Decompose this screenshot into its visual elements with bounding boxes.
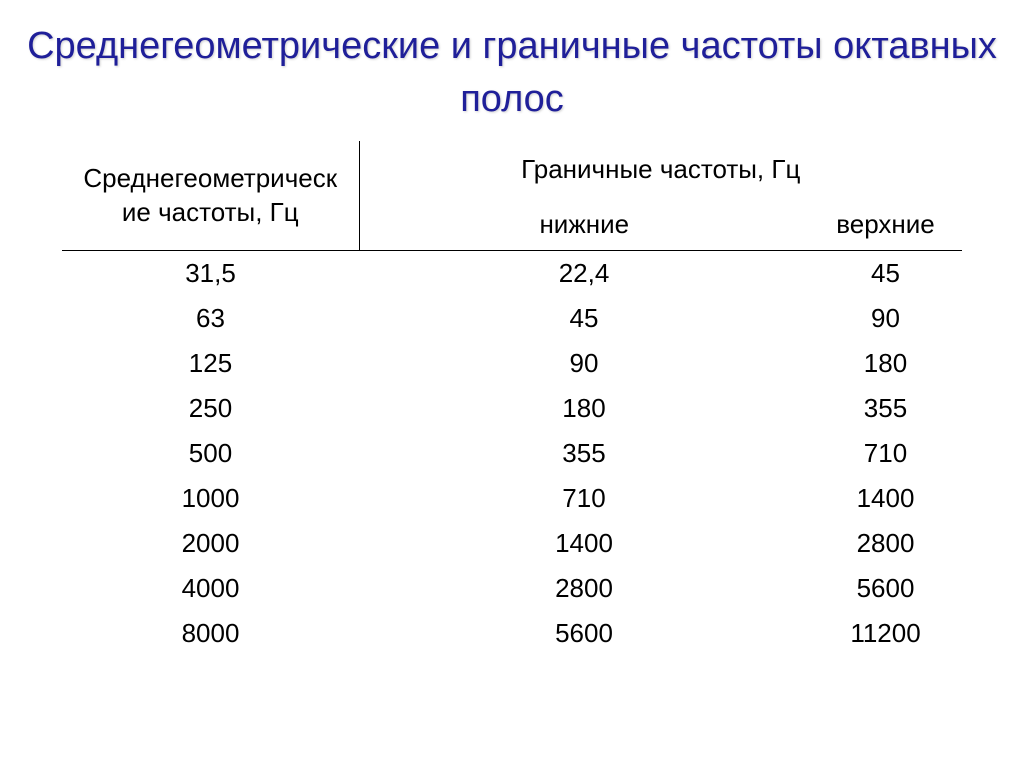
table-row: 125 90 180 <box>62 341 962 386</box>
table-row: 500 355 710 <box>62 431 962 476</box>
header-lower: нижние <box>359 199 809 251</box>
cell-upper: 710 <box>809 431 962 476</box>
cell-lower: 2800 <box>359 566 809 611</box>
cell-geo: 8000 <box>62 611 359 656</box>
cell-geo: 250 <box>62 386 359 431</box>
cell-lower: 22,4 <box>359 251 809 297</box>
cell-upper: 90 <box>809 296 962 341</box>
header-upper: верхние <box>809 199 962 251</box>
cell-upper: 45 <box>809 251 962 297</box>
cell-geo: 1000 <box>62 476 359 521</box>
slide-title: Среднегеометрические и граничные частоты… <box>0 20 1024 126</box>
cell-geo: 2000 <box>62 521 359 566</box>
cell-geo: 125 <box>62 341 359 386</box>
cell-lower: 1400 <box>359 521 809 566</box>
cell-upper: 2800 <box>809 521 962 566</box>
table-row: 31,5 22,4 45 <box>62 251 962 297</box>
cell-upper: 355 <box>809 386 962 431</box>
table-row: 2000 1400 2800 <box>62 521 962 566</box>
cell-lower: 710 <box>359 476 809 521</box>
frequency-table: Среднегеометрическ ие частоты, Гц Гранич… <box>62 141 962 656</box>
cell-lower: 180 <box>359 386 809 431</box>
cell-lower: 5600 <box>359 611 809 656</box>
cell-lower: 45 <box>359 296 809 341</box>
table-row: 8000 5600 11200 <box>62 611 962 656</box>
cell-lower: 90 <box>359 341 809 386</box>
table-row: 1000 710 1400 <box>62 476 962 521</box>
cell-upper: 11200 <box>809 611 962 656</box>
cell-geo: 500 <box>62 431 359 476</box>
table-header-row: Среднегеометрическ ие частоты, Гц Гранич… <box>62 141 962 199</box>
table-row: 63 45 90 <box>62 296 962 341</box>
header-geometric: Среднегеометрическ ие частоты, Гц <box>62 141 359 250</box>
header-boundary: Граничные частоты, Гц <box>359 141 962 199</box>
cell-upper: 180 <box>809 341 962 386</box>
table-row: 250 180 355 <box>62 386 962 431</box>
cell-upper: 1400 <box>809 476 962 521</box>
cell-lower: 355 <box>359 431 809 476</box>
cell-upper: 5600 <box>809 566 962 611</box>
cell-geo: 63 <box>62 296 359 341</box>
table-row: 4000 2800 5600 <box>62 566 962 611</box>
cell-geo: 4000 <box>62 566 359 611</box>
frequency-table-container: Среднегеометрическ ие частоты, Гц Гранич… <box>62 141 962 656</box>
cell-geo: 31,5 <box>62 251 359 297</box>
